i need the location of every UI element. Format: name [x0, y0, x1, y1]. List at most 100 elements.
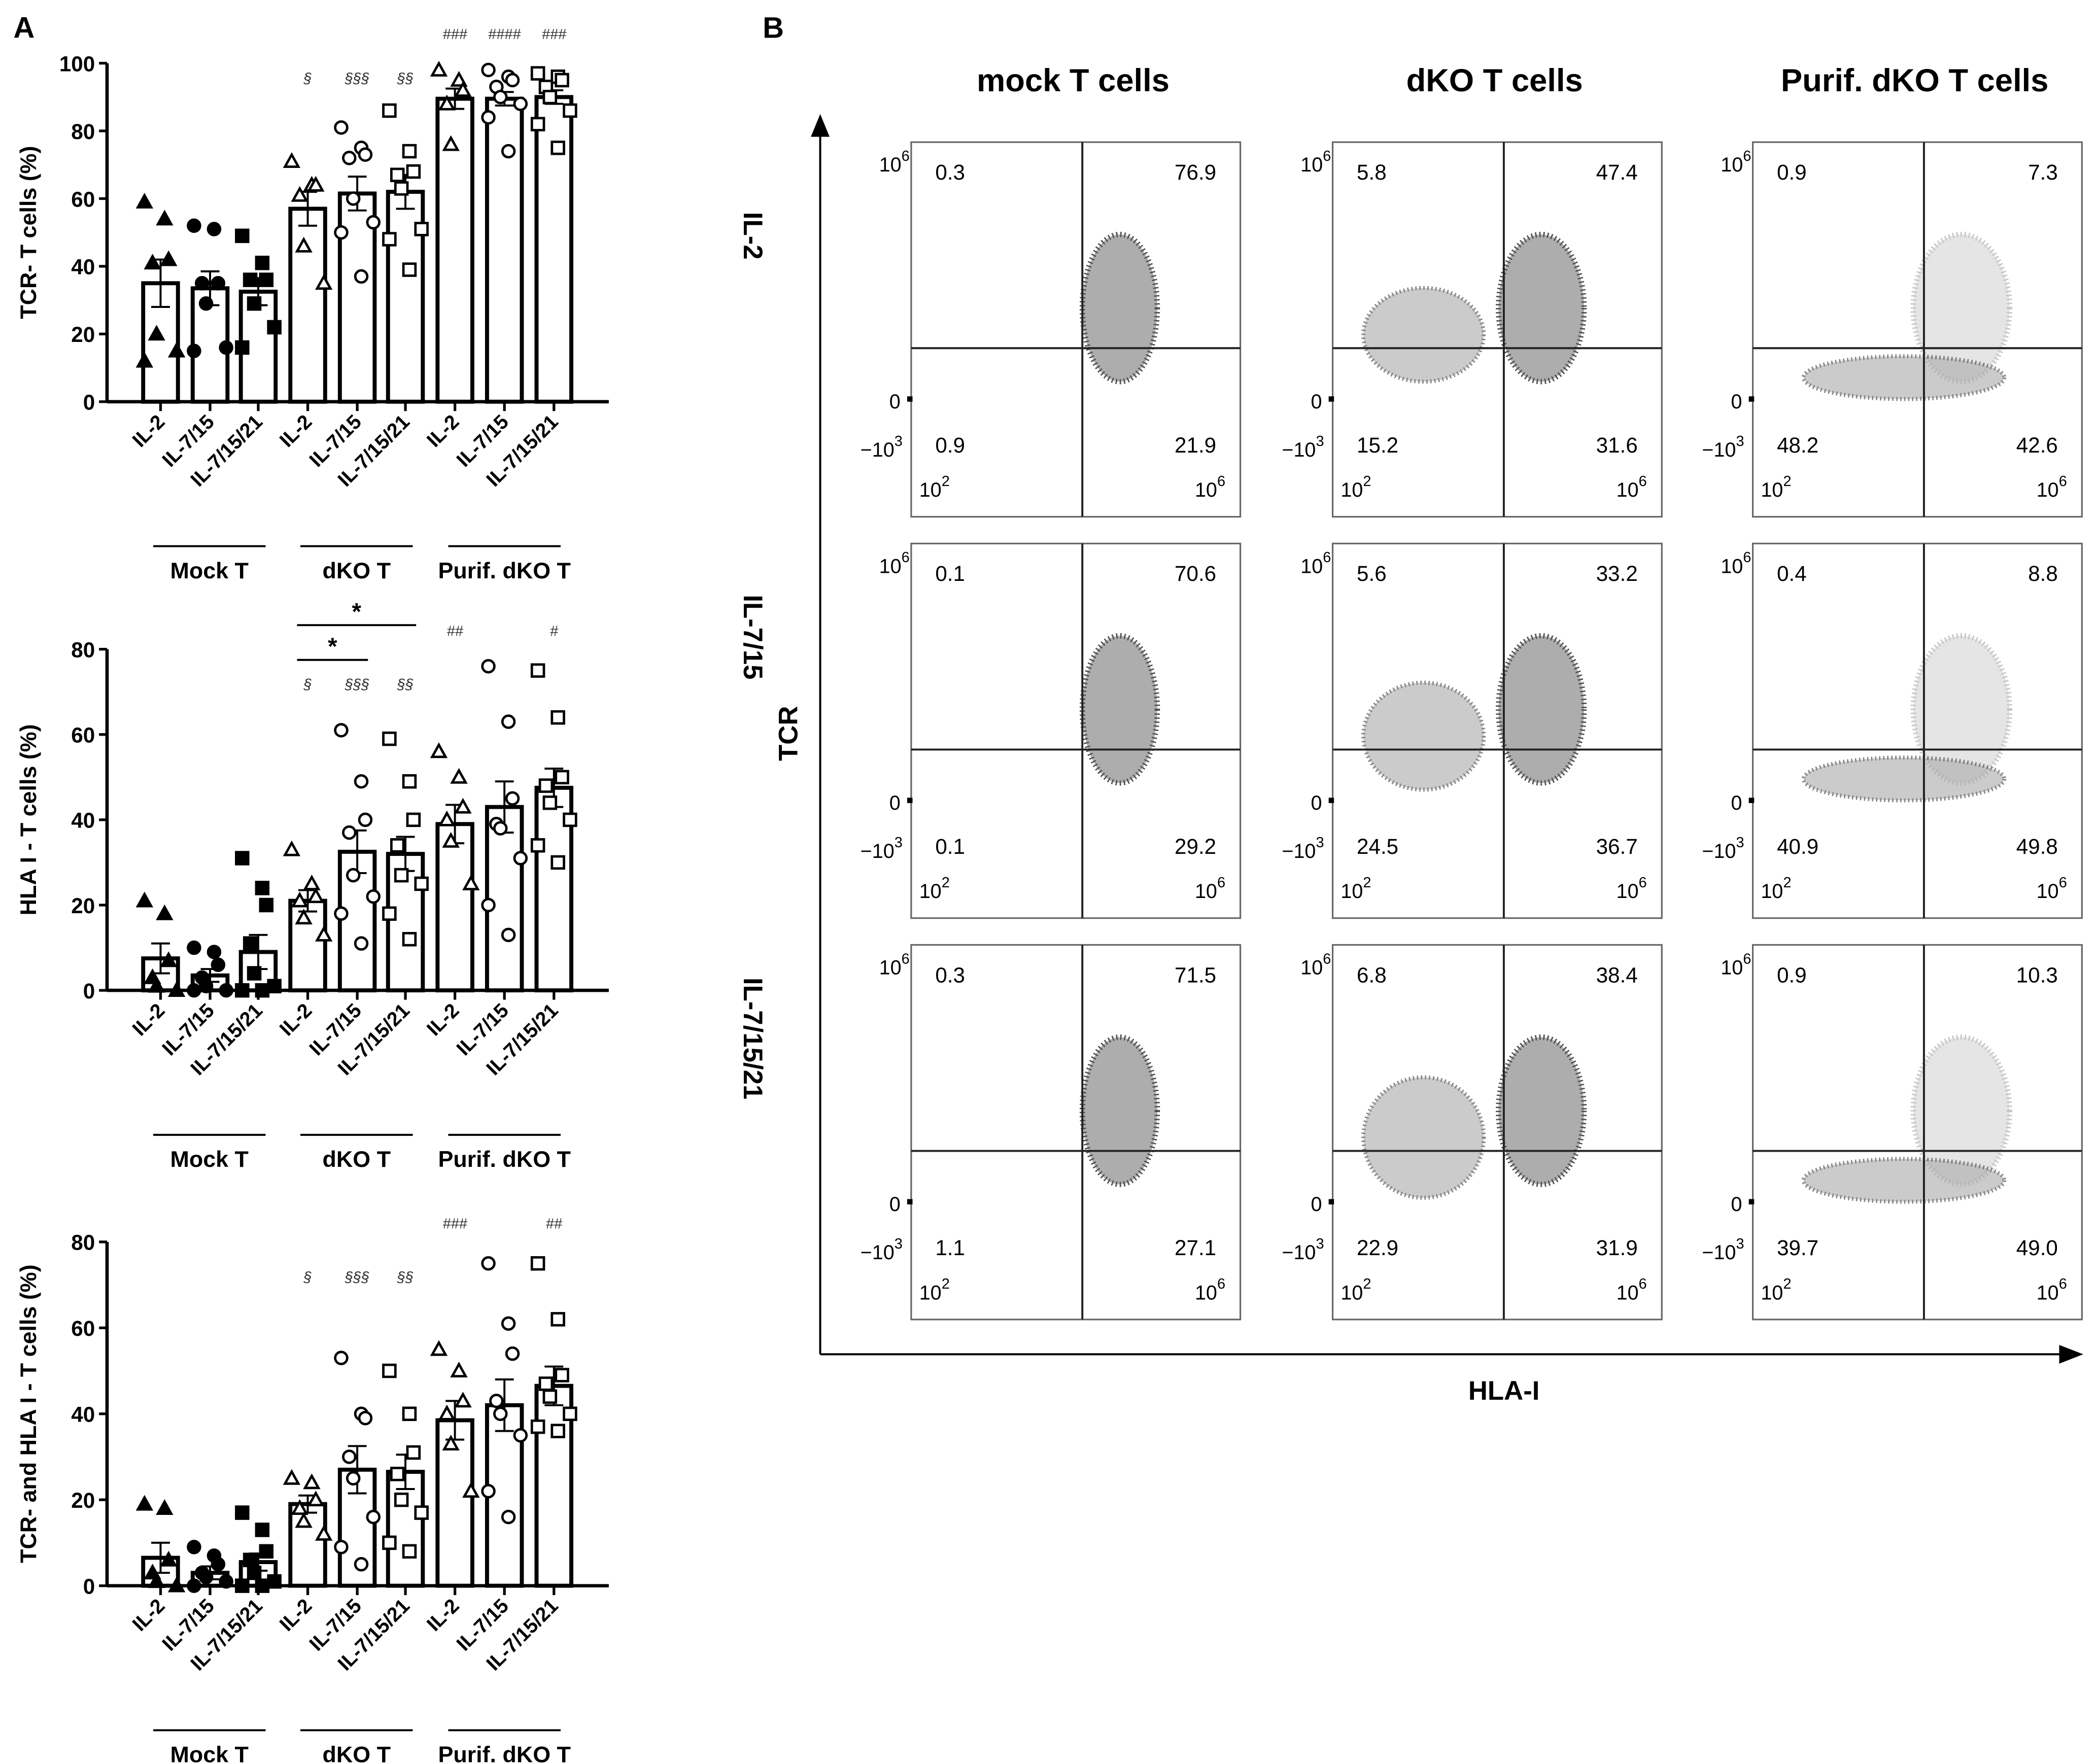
x-tick-low: 102 — [919, 1276, 950, 1304]
y-tick-high-exp: 6 — [1743, 148, 1751, 164]
quadrant-lower-left: 22.9 — [1357, 1236, 1398, 1260]
data-point — [462, 1482, 480, 1498]
y-tick-label: 0 — [83, 391, 95, 414]
significance-marker: § — [303, 1269, 312, 1286]
data-point — [513, 1428, 528, 1443]
data-point — [402, 1544, 417, 1559]
y-tick-label: 20 — [71, 894, 95, 918]
x-tick-high-base: 10 — [1617, 479, 1639, 501]
quadrant-lower-right: 36.7 — [1596, 835, 1638, 858]
y-tick-high: 106 — [1721, 549, 1751, 577]
significance-marker: ## — [546, 1216, 563, 1232]
y-tick-high-exp: 6 — [1743, 951, 1751, 967]
cell-population — [1361, 1075, 1486, 1200]
data-point — [442, 832, 460, 848]
data-point — [148, 977, 165, 993]
data-point — [406, 812, 421, 827]
x-tick-high-base: 10 — [2037, 1282, 2059, 1304]
data-point — [454, 81, 472, 97]
y-tick-high-exp: 6 — [1323, 549, 1331, 566]
x-tick-label: IL-2 — [423, 1595, 464, 1636]
y-tick-neg-exp: 3 — [1736, 433, 1744, 449]
data-point — [259, 897, 274, 913]
axis-marker — [1328, 798, 1334, 803]
data-point — [551, 141, 565, 155]
x-tick-high-exp: 6 — [1639, 1276, 1647, 1292]
cell-population — [1079, 1034, 1160, 1187]
bar-chart-2: HLA I - T cells (%)020406080IL-2IL-7/15I… — [15, 599, 609, 1172]
data-point — [219, 1574, 233, 1589]
data-point — [334, 1540, 349, 1554]
bar — [435, 822, 474, 993]
bar — [288, 898, 327, 993]
y-tick-neg: −103 — [861, 835, 903, 862]
axis-marker — [1748, 798, 1755, 803]
quadrant-upper-left: 6.8 — [1357, 963, 1387, 987]
x-tick-low-exp: 2 — [942, 1276, 950, 1292]
row-header: IL-7/15/21 — [738, 978, 768, 1099]
x-tick-low: 102 — [1340, 1276, 1371, 1304]
data-point — [346, 191, 361, 206]
data-point — [530, 66, 545, 81]
data-point — [501, 714, 516, 729]
data-point — [219, 340, 233, 355]
y-tick-label: 100 — [59, 52, 95, 76]
data-point — [291, 186, 308, 202]
data-point — [382, 103, 397, 118]
data-point — [493, 90, 508, 105]
data-point — [354, 774, 369, 789]
data-point — [156, 210, 174, 226]
y-tick-high: 106 — [879, 549, 910, 577]
y-tick-neg-exp: 3 — [895, 1236, 903, 1252]
x-tick-high-exp: 6 — [2059, 875, 2067, 891]
x-tick-high-base: 10 — [1617, 1282, 1639, 1304]
data-point — [551, 855, 565, 870]
data-point — [430, 1340, 448, 1356]
y-tick-label: 20 — [71, 323, 95, 347]
y-tick-label: 20 — [71, 1489, 95, 1512]
bar — [288, 1502, 327, 1588]
data-point — [530, 117, 545, 131]
x-tick-low-base: 10 — [919, 479, 942, 501]
y-tick-neg: −103 — [1702, 1236, 1744, 1264]
data-point — [438, 94, 456, 111]
bar — [435, 1418, 474, 1588]
y-tick-high: 106 — [1300, 549, 1331, 577]
data-point — [382, 232, 397, 247]
x-tick-label: IL-2 — [128, 999, 169, 1041]
y-tick-neg-base: −10 — [1282, 1241, 1316, 1264]
data-point — [315, 1525, 333, 1541]
y-axis-label: TCR- T cells (%) — [15, 146, 41, 319]
data-point — [307, 1491, 325, 1507]
data-point — [187, 343, 201, 358]
data-point — [493, 821, 508, 836]
data-point — [198, 296, 214, 311]
data-point — [493, 1406, 508, 1421]
data-point — [542, 1389, 558, 1404]
quadrant-upper-right: 7.3 — [2028, 160, 2058, 184]
data-point — [135, 352, 154, 368]
bar-chart-1: TCR- T cells (%)020406080100IL-2IL-7/15I… — [15, 26, 609, 583]
data-point — [402, 144, 417, 159]
data-point — [501, 144, 516, 159]
data-point — [334, 120, 349, 135]
y-tick-neg-exp: 3 — [895, 433, 903, 449]
bar-chart-3: TCR- and HLA I - T cells (%) 0 20 40 60 80 IL-… — [15, 1216, 609, 1764]
y-tick-zero: 0 — [1731, 391, 1742, 413]
y-tick-zero: 0 — [1311, 792, 1322, 814]
data-point — [366, 215, 381, 230]
quadrant-upper-right: 71.5 — [1175, 963, 1216, 987]
x-tick-low: 102 — [919, 875, 950, 903]
data-point — [481, 897, 496, 913]
data-point — [198, 1570, 214, 1584]
data-point — [530, 1419, 545, 1434]
quadrant-upper-left: 0.4 — [1777, 562, 1807, 585]
y-tick-high-base: 10 — [1300, 956, 1323, 979]
quadrant-lower-left: 48.2 — [1777, 433, 1818, 457]
significance-marker: §§ — [397, 1269, 414, 1286]
x-tick-high: 106 — [1617, 473, 1647, 501]
quadrant-lower-left: 0.1 — [935, 835, 965, 858]
data-point — [259, 1544, 274, 1559]
data-point — [542, 90, 558, 105]
data-point — [295, 1512, 313, 1528]
